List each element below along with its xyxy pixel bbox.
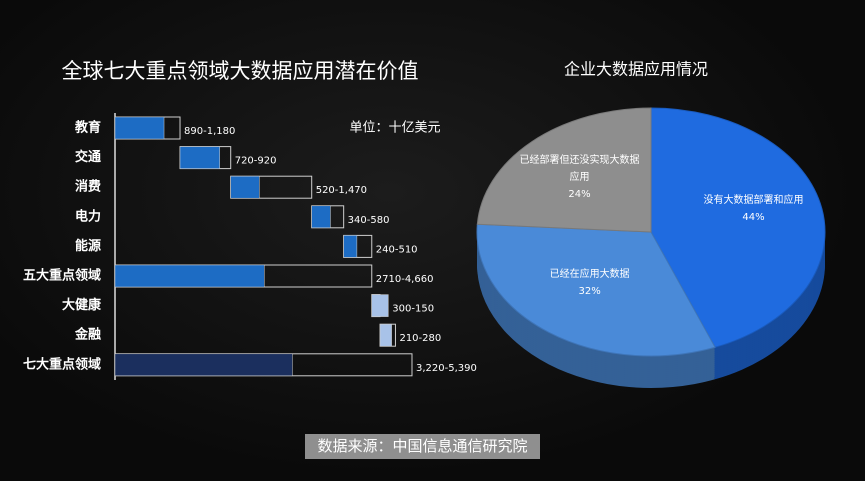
range-bar bbox=[311, 205, 331, 229]
value-label: 890-1,180 bbox=[184, 126, 235, 137]
source-note: 数据来源：中国信息通信研究院 bbox=[305, 434, 540, 459]
range-bar bbox=[379, 323, 392, 347]
range-bar bbox=[230, 175, 260, 199]
slice-label: 已经在应用大数据 32% bbox=[530, 266, 650, 300]
value-label: 3,220-5,390 bbox=[416, 363, 477, 374]
category-label: 能源 bbox=[75, 238, 101, 254]
range-bar bbox=[114, 353, 293, 377]
slice-value: 24% bbox=[568, 188, 591, 200]
pie-slice bbox=[650, 107, 826, 348]
range-bar bbox=[343, 235, 358, 258]
category-label: 五大重点领域 bbox=[23, 268, 101, 284]
category-label: 教育 bbox=[74, 120, 101, 136]
range-bar bbox=[114, 116, 165, 140]
category-label: 交通 bbox=[75, 149, 101, 165]
category-label: 电力 bbox=[75, 208, 101, 224]
range-bar bbox=[179, 146, 220, 169]
category-label: 七大重点领域 bbox=[23, 356, 101, 372]
category-label: 消费 bbox=[75, 179, 101, 195]
unit-note: 单位：十亿美元 bbox=[349, 121, 440, 136]
value-label: 2710-4,660 bbox=[376, 274, 434, 285]
slice-label: 已经部署但还没实现大数据应用 24% bbox=[520, 152, 640, 203]
value-label: 720-920 bbox=[235, 156, 277, 167]
pie-slice bbox=[476, 107, 652, 233]
slice-name: 已经在应用大数据 bbox=[549, 269, 630, 281]
range-bar bbox=[114, 264, 265, 288]
left-chart-title: 全球七大重点领域大数据应用潜在价值 bbox=[62, 59, 419, 83]
slice-value: 44% bbox=[742, 212, 765, 224]
slice-value: 32% bbox=[578, 286, 601, 298]
range-bar bbox=[371, 294, 389, 317]
value-label: 520-1,470 bbox=[316, 185, 367, 196]
slice-name: 已经部署但还没实现大数据应用 bbox=[519, 154, 640, 183]
value-label: 210-280 bbox=[399, 333, 441, 344]
slice-label: 没有大数据部署和应用 44% bbox=[694, 192, 814, 226]
value-label: 240-510 bbox=[376, 244, 418, 255]
value-label: 300-150 bbox=[392, 304, 434, 315]
slice-name: 没有大数据部署和应用 bbox=[703, 195, 804, 207]
category-label: 金融 bbox=[74, 327, 101, 343]
category-label: 大健康 bbox=[62, 297, 102, 313]
right-chart-title: 企业大数据应用情况 bbox=[564, 60, 708, 79]
pie-slice bbox=[476, 223, 716, 357]
value-label: 340-580 bbox=[348, 215, 390, 226]
